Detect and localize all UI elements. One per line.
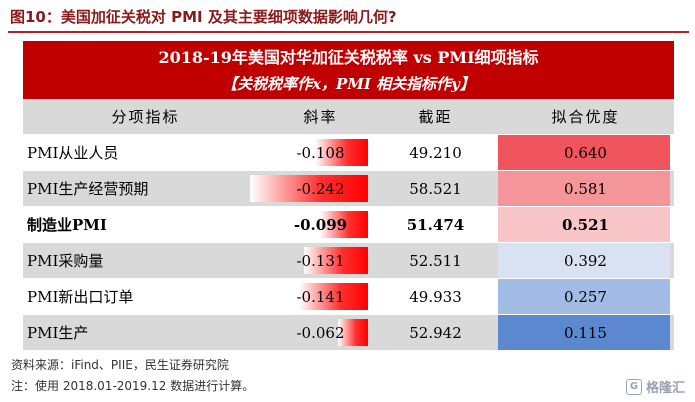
row-intercept: 49.933 [409, 287, 462, 306]
fit-heat-cell [498, 243, 670, 278]
row-slope: -0.242 [268, 171, 373, 206]
fit-value: 0.115 [564, 323, 607, 342]
fit-heat-cell [498, 171, 670, 206]
slope-value: -0.131 [296, 251, 345, 270]
table-banner: 2018-19年美国对华加征关税税率 vs PMI细项指标 【关税税率作x，PM… [23, 41, 674, 99]
watermark-text: 格隆汇 [645, 381, 685, 396]
header-slope: 斜率 [303, 108, 338, 126]
fit-heat-cell [498, 207, 670, 242]
table-row: PMI生产经营预期 -0.242 58.521 0.581 [23, 171, 674, 207]
row-intercept: 52.942 [409, 323, 462, 342]
table-row: PMI从业人员 -0.108 49.210 0.640 [23, 135, 674, 171]
row-fit: 0.581 [498, 171, 673, 206]
slope-bar [319, 211, 368, 238]
fit-heat-cell [498, 315, 670, 350]
row-intercept: 51.474 [406, 215, 465, 234]
slope-bar [299, 283, 368, 310]
row-name: PMI采购量 [27, 252, 104, 270]
row-name: PMI从业人员 [27, 144, 119, 162]
slope-value: -0.108 [296, 143, 345, 162]
slope-bar [250, 175, 368, 202]
banner-title: 2018-19年美国对华加征关税税率 vs PMI细项指标 [158, 48, 539, 67]
source-note: 资料来源：iFind、PIIE，民生证券研究院 [11, 358, 229, 372]
footnote: 注：使用 2018.01-2019.12 数据进行计算。 [11, 379, 255, 393]
slope-bar [304, 247, 368, 274]
row-slope: -0.108 [268, 135, 373, 170]
fit-value: 0.392 [564, 251, 607, 270]
row-intercept: 52.511 [409, 251, 462, 270]
row-name: 制造业PMI [27, 216, 107, 234]
title-divider [8, 31, 689, 33]
row-slope: -0.062 [268, 315, 373, 350]
table-row: PMI采购量 -0.131 52.511 0.392 [23, 243, 674, 279]
row-intercept: 58.521 [409, 179, 462, 198]
table-row: 制造业PMI -0.099 51.474 0.521 [23, 207, 674, 243]
data-table: 2018-19年美国对华加征关税税率 vs PMI细项指标 【关税税率作x，PM… [23, 41, 674, 351]
slope-value: -0.141 [296, 287, 345, 306]
header-name: 分项指标 [111, 108, 180, 126]
row-intercept: 49.210 [409, 143, 462, 162]
row-fit: 0.521 [498, 207, 673, 242]
table-row: PMI新出口订单 -0.141 49.933 0.257 [23, 279, 674, 315]
table-header-row: 分项指标 斜率 截距 拟合优度 [23, 99, 674, 135]
fit-value: 0.521 [562, 215, 609, 234]
watermark: G 格隆汇 [625, 377, 685, 396]
row-fit: 0.392 [498, 243, 673, 278]
banner-subtitle: 【关税税率作x，PMI 相关指标作y】 [222, 75, 475, 93]
slope-bar [337, 319, 368, 346]
slope-value: -0.099 [293, 215, 348, 234]
row-name: PMI新出口订单 [27, 288, 134, 306]
slope-bar [315, 139, 368, 166]
table-row: PMI生产 -0.062 52.942 0.115 [23, 315, 674, 351]
header-intercept: 截距 [418, 108, 453, 126]
header-fit: 拟合优度 [551, 108, 620, 126]
watermark-logo-icon: G [625, 378, 642, 395]
fit-value: 0.257 [564, 287, 607, 306]
fit-value: 0.581 [564, 179, 607, 198]
row-fit: 0.640 [498, 135, 673, 170]
row-slope: -0.141 [268, 279, 373, 314]
row-fit: 0.257 [498, 279, 673, 314]
slope-value: -0.062 [296, 323, 345, 342]
fit-heat-cell [498, 279, 670, 314]
figure-title: 图10：美国加征关税对 PMI 及其主要细项数据影响几何? [10, 8, 397, 26]
row-name: PMI生产 [27, 324, 89, 342]
row-slope: -0.099 [268, 207, 373, 242]
fit-heat-cell [498, 135, 670, 170]
fit-value: 0.640 [564, 143, 607, 162]
row-name: PMI生产经营预期 [27, 180, 149, 198]
row-fit: 0.115 [498, 315, 673, 350]
slope-value: -0.242 [296, 179, 345, 198]
row-slope: -0.131 [268, 243, 373, 278]
